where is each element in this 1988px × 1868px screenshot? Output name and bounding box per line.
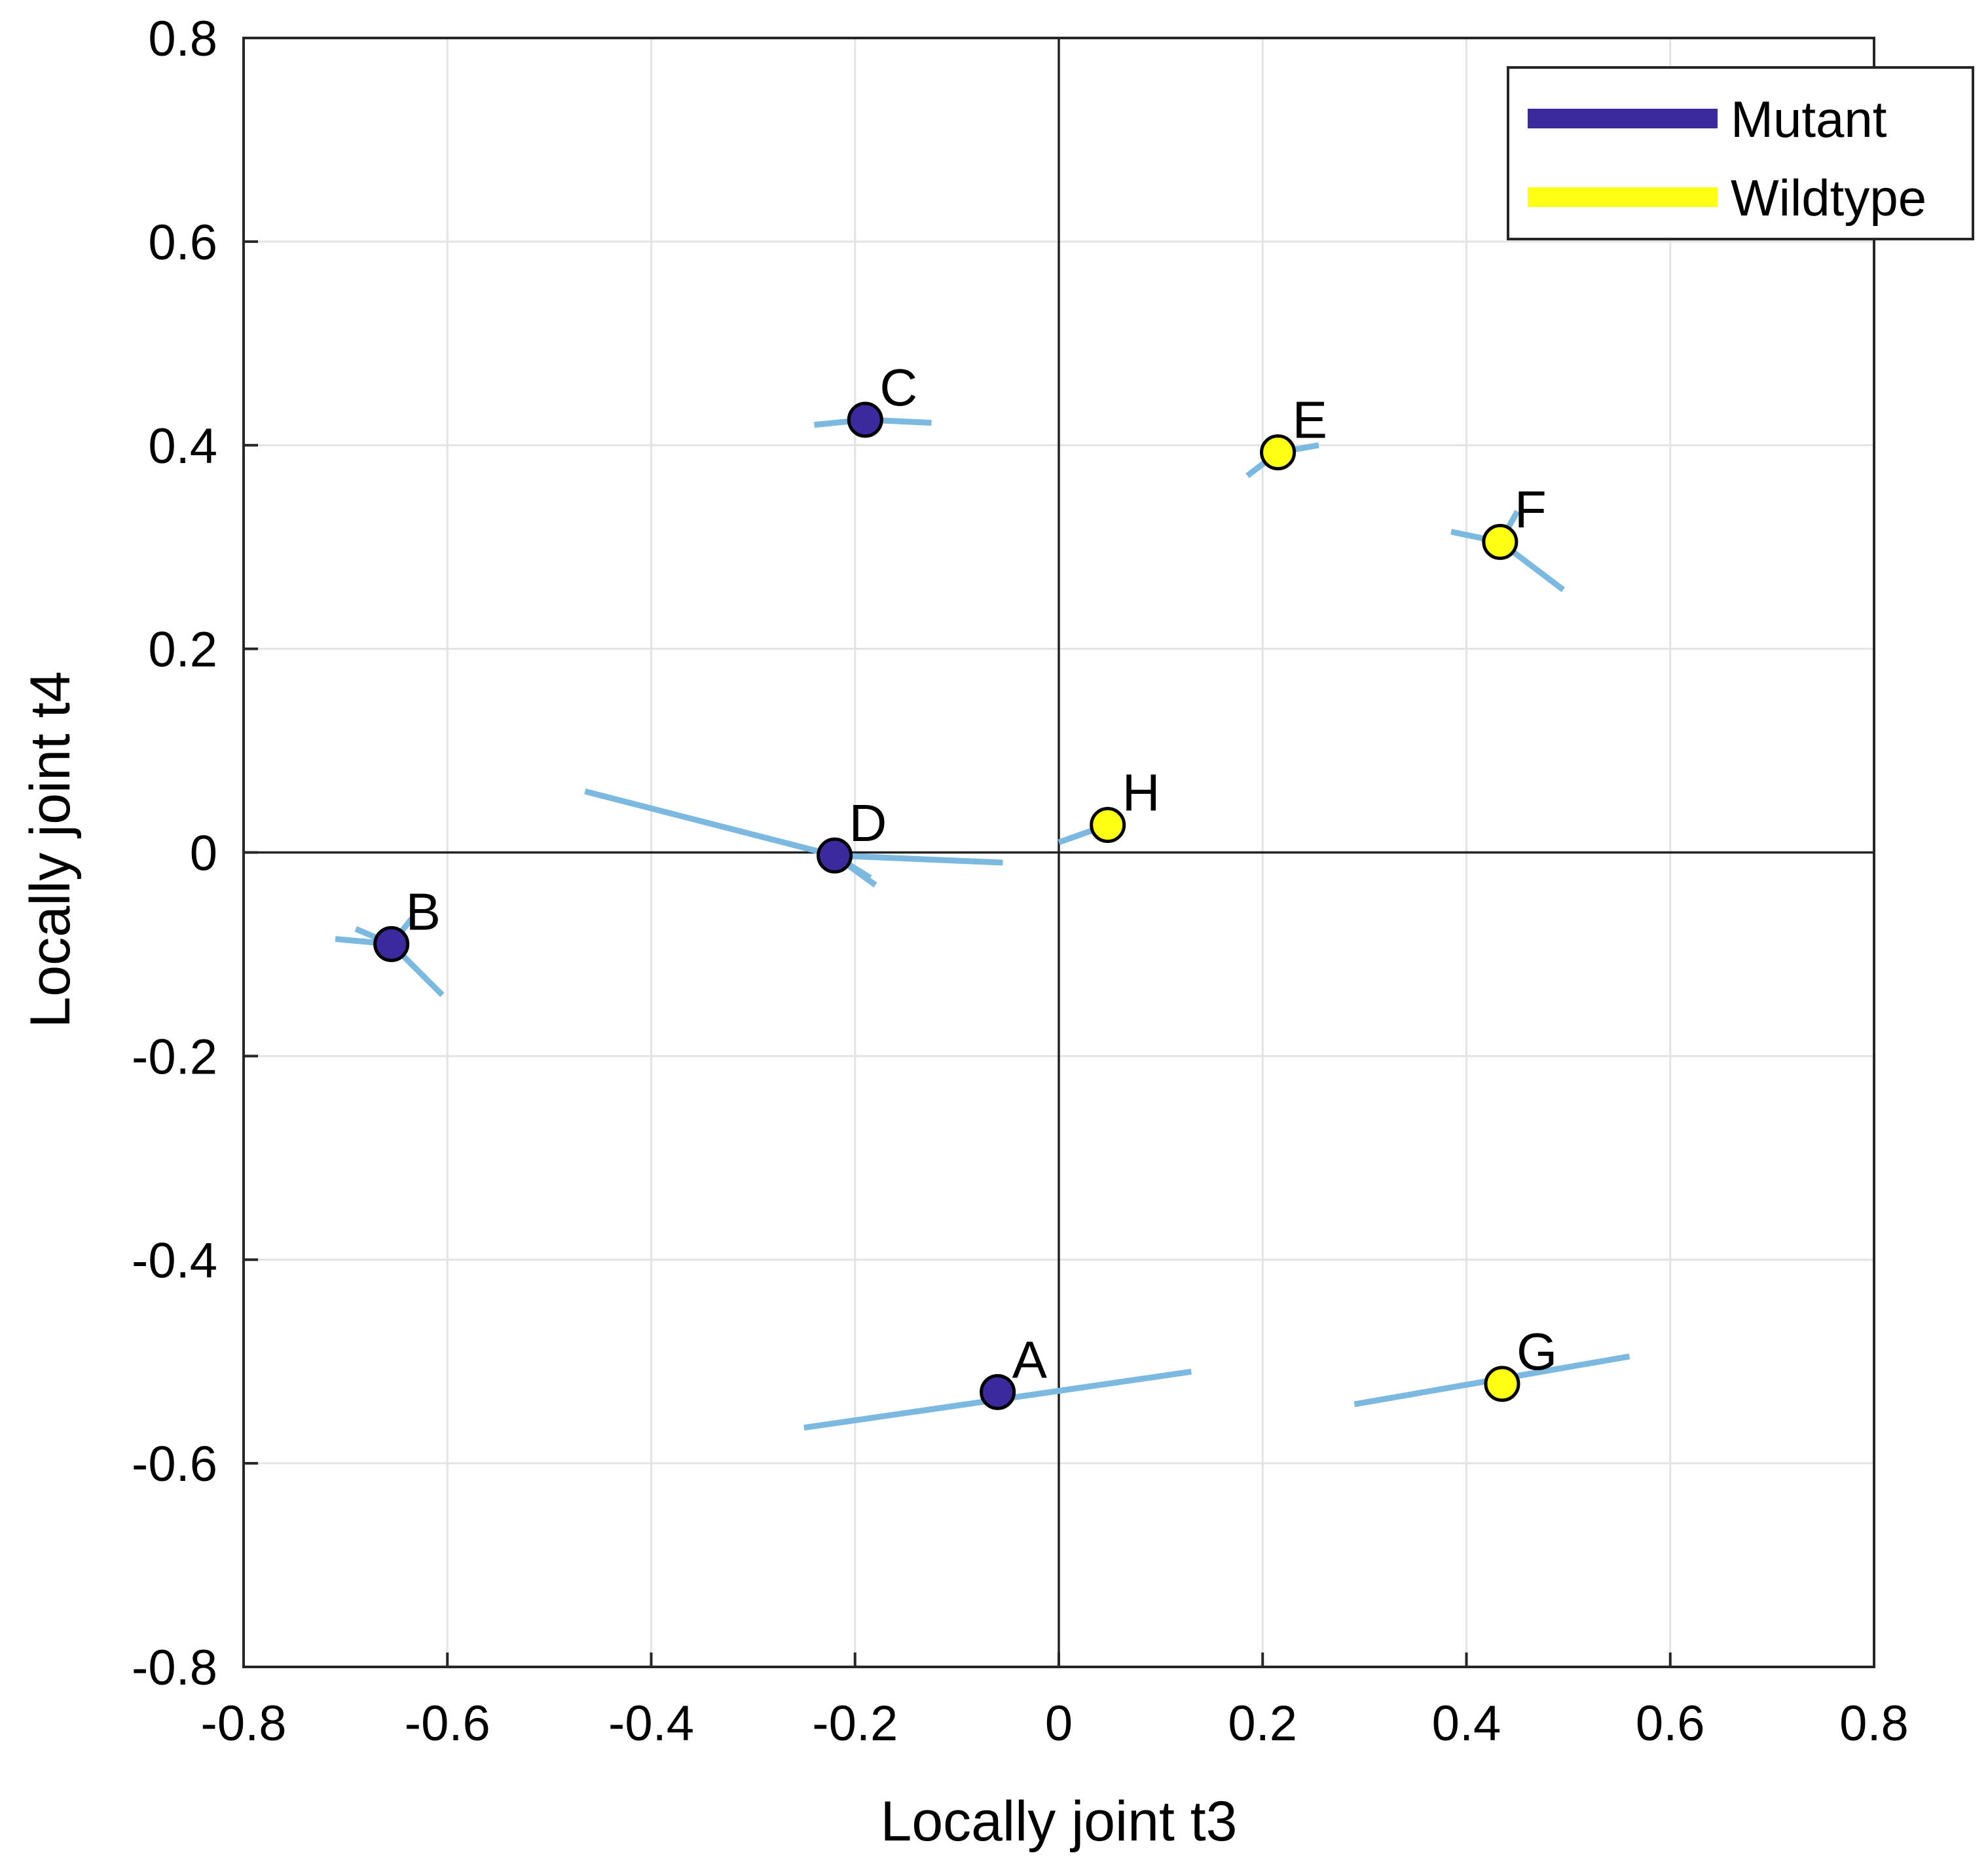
point-E: [1260, 434, 1297, 471]
x-tick-label: 0: [1045, 1696, 1073, 1751]
legend-label-wildtype: Wildtype: [1731, 169, 1926, 227]
y-tick-label: -0.6: [132, 1436, 217, 1492]
segment-D: [834, 852, 1003, 866]
point-F: [1482, 523, 1519, 560]
points: A B C D E F G H: [373, 358, 1557, 1410]
point-label-A: A: [1012, 1330, 1048, 1389]
y-tick-label: -0.8: [132, 1640, 217, 1696]
y-tick-label: 0: [190, 826, 217, 882]
point-label-E: E: [1293, 391, 1327, 449]
point-label-F: F: [1515, 480, 1547, 538]
x-tick-label: 0.6: [1636, 1696, 1705, 1751]
point-H: [1090, 807, 1126, 844]
x-tick-label: 0.2: [1228, 1696, 1297, 1751]
y-tick-label: 0.4: [148, 419, 217, 474]
segment-D: [584, 788, 836, 859]
zero-lines: [244, 38, 1874, 1667]
y-tick-label: 0.2: [148, 622, 217, 678]
point-A: [980, 1373, 1016, 1410]
y-axis-label: Locally joint t4: [19, 671, 82, 1028]
point-label-G: G: [1517, 1322, 1557, 1381]
axes: -0.8 -0.6 -0.4 -0.2 0 0.2 0.4 0.6 0.8 -0.8 -0.6 -0.…: [132, 11, 1909, 1751]
x-tick-label: 0.4: [1432, 1696, 1501, 1751]
x-tick-label: -0.2: [812, 1696, 898, 1751]
legend-label-mutant: Mutant: [1731, 90, 1887, 148]
y-tick-label: 0.8: [148, 11, 217, 67]
segments: [335, 417, 1630, 1431]
legend-box: [1507, 66, 1974, 240]
point-label-H: H: [1122, 764, 1160, 822]
y-tick-label: -0.4: [132, 1233, 217, 1288]
point-C: [847, 402, 883, 438]
point-label-B: B: [406, 882, 441, 941]
x-tick-label: -0.6: [405, 1696, 490, 1751]
y-tick-label: 0.6: [148, 215, 217, 271]
point-label-D: D: [849, 794, 887, 852]
point-B: [373, 925, 410, 962]
x-tick-label: 0.8: [1839, 1696, 1909, 1751]
y-tick-label: -0.2: [132, 1029, 217, 1085]
point-D: [817, 837, 853, 874]
point-label-C: C: [879, 358, 917, 417]
legend: Mutant Wildtype: [1507, 66, 1974, 240]
point-G: [1484, 1366, 1520, 1402]
x-axis-label: Locally joint t3: [881, 1790, 1238, 1853]
x-tick-label: -0.8: [201, 1696, 287, 1751]
x-tick-label: -0.4: [608, 1696, 694, 1751]
